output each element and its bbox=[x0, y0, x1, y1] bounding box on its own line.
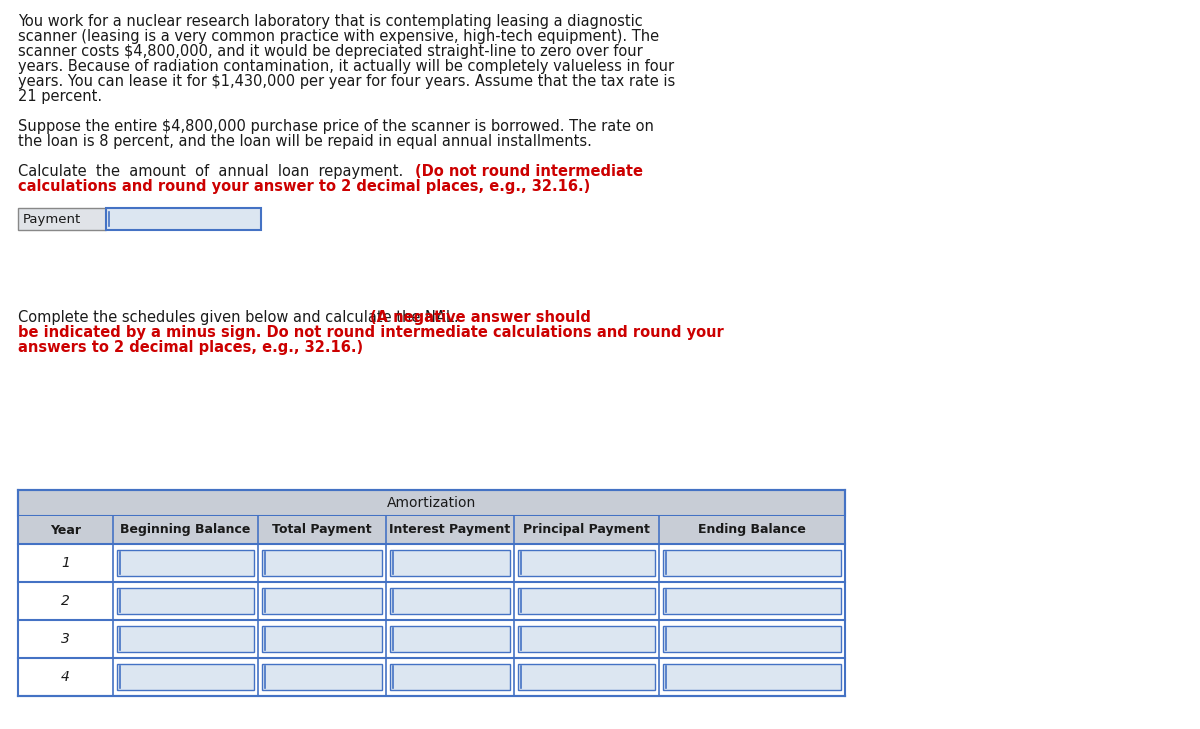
Text: scanner (leasing is a very common practice with expensive, high-tech equipment).: scanner (leasing is a very common practi… bbox=[18, 29, 659, 44]
Text: answers to 2 decimal places, e.g., 32.16.): answers to 2 decimal places, e.g., 32.16… bbox=[18, 340, 364, 355]
Text: years. You can lease it for $1,430,000 per year for four years. Assume that the : years. You can lease it for $1,430,000 p… bbox=[18, 74, 676, 89]
Text: (Do not round intermediate: (Do not round intermediate bbox=[415, 164, 643, 179]
Bar bbox=[262, 588, 382, 614]
Bar bbox=[390, 550, 510, 576]
Bar bbox=[662, 664, 841, 690]
Text: calculations and round your answer to 2 decimal places, e.g., 32.16.): calculations and round your answer to 2 … bbox=[18, 179, 590, 194]
Text: 1: 1 bbox=[61, 556, 70, 570]
Bar bbox=[262, 664, 382, 690]
Text: years. Because of radiation contamination, it actually will be completely valuel: years. Because of radiation contaminatio… bbox=[18, 59, 674, 74]
Bar bbox=[18, 544, 845, 582]
Text: Ending Balance: Ending Balance bbox=[698, 523, 806, 537]
Text: You work for a nuclear research laboratory that is contemplating leasing a diagn: You work for a nuclear research laborato… bbox=[18, 14, 643, 29]
Bar bbox=[118, 550, 254, 576]
Text: Interest Payment: Interest Payment bbox=[390, 523, 511, 537]
Bar bbox=[18, 658, 845, 696]
Bar bbox=[118, 588, 254, 614]
Text: Principal Payment: Principal Payment bbox=[523, 523, 650, 537]
Text: Suppose the entire $4,800,000 purchase price of the scanner is borrowed. The rat: Suppose the entire $4,800,000 purchase p… bbox=[18, 119, 654, 134]
Bar bbox=[18, 490, 845, 516]
Bar bbox=[118, 626, 254, 652]
Bar bbox=[106, 208, 262, 230]
Text: 4: 4 bbox=[61, 670, 70, 684]
Bar bbox=[518, 588, 655, 614]
Bar bbox=[518, 626, 655, 652]
Text: Beginning Balance: Beginning Balance bbox=[120, 523, 251, 537]
Bar bbox=[390, 664, 510, 690]
Bar bbox=[18, 208, 106, 230]
Bar bbox=[390, 626, 510, 652]
Bar bbox=[118, 664, 254, 690]
Bar bbox=[18, 516, 845, 544]
Text: Total Payment: Total Payment bbox=[272, 523, 372, 537]
Text: 21 percent.: 21 percent. bbox=[18, 89, 102, 104]
Text: 2: 2 bbox=[61, 594, 70, 608]
Text: the loan is 8 percent, and the loan will be repaid in equal annual installments.: the loan is 8 percent, and the loan will… bbox=[18, 134, 592, 149]
Bar bbox=[518, 664, 655, 690]
Bar bbox=[18, 620, 845, 658]
Bar bbox=[18, 582, 845, 620]
Bar bbox=[390, 588, 510, 614]
Text: be indicated by a minus sign. Do not round intermediate calculations and round y: be indicated by a minus sign. Do not rou… bbox=[18, 325, 724, 340]
Text: Amortization: Amortization bbox=[386, 496, 476, 510]
Bar bbox=[262, 626, 382, 652]
Text: Year: Year bbox=[50, 523, 82, 537]
Text: Calculate  the  amount  of  annual  loan  repayment.: Calculate the amount of annual loan repa… bbox=[18, 164, 413, 179]
Text: 3: 3 bbox=[61, 632, 70, 646]
Text: (A negative answer should: (A negative answer should bbox=[370, 310, 590, 325]
Bar bbox=[662, 626, 841, 652]
Bar bbox=[518, 550, 655, 576]
Bar bbox=[662, 588, 841, 614]
Text: scanner costs $4,800,000, and it would be depreciated straight-line to zero over: scanner costs $4,800,000, and it would b… bbox=[18, 44, 643, 59]
Text: Complete the schedules given below and calculate the NAL.: Complete the schedules given below and c… bbox=[18, 310, 463, 325]
Bar bbox=[662, 550, 841, 576]
Bar bbox=[262, 550, 382, 576]
Text: Payment: Payment bbox=[23, 212, 82, 225]
